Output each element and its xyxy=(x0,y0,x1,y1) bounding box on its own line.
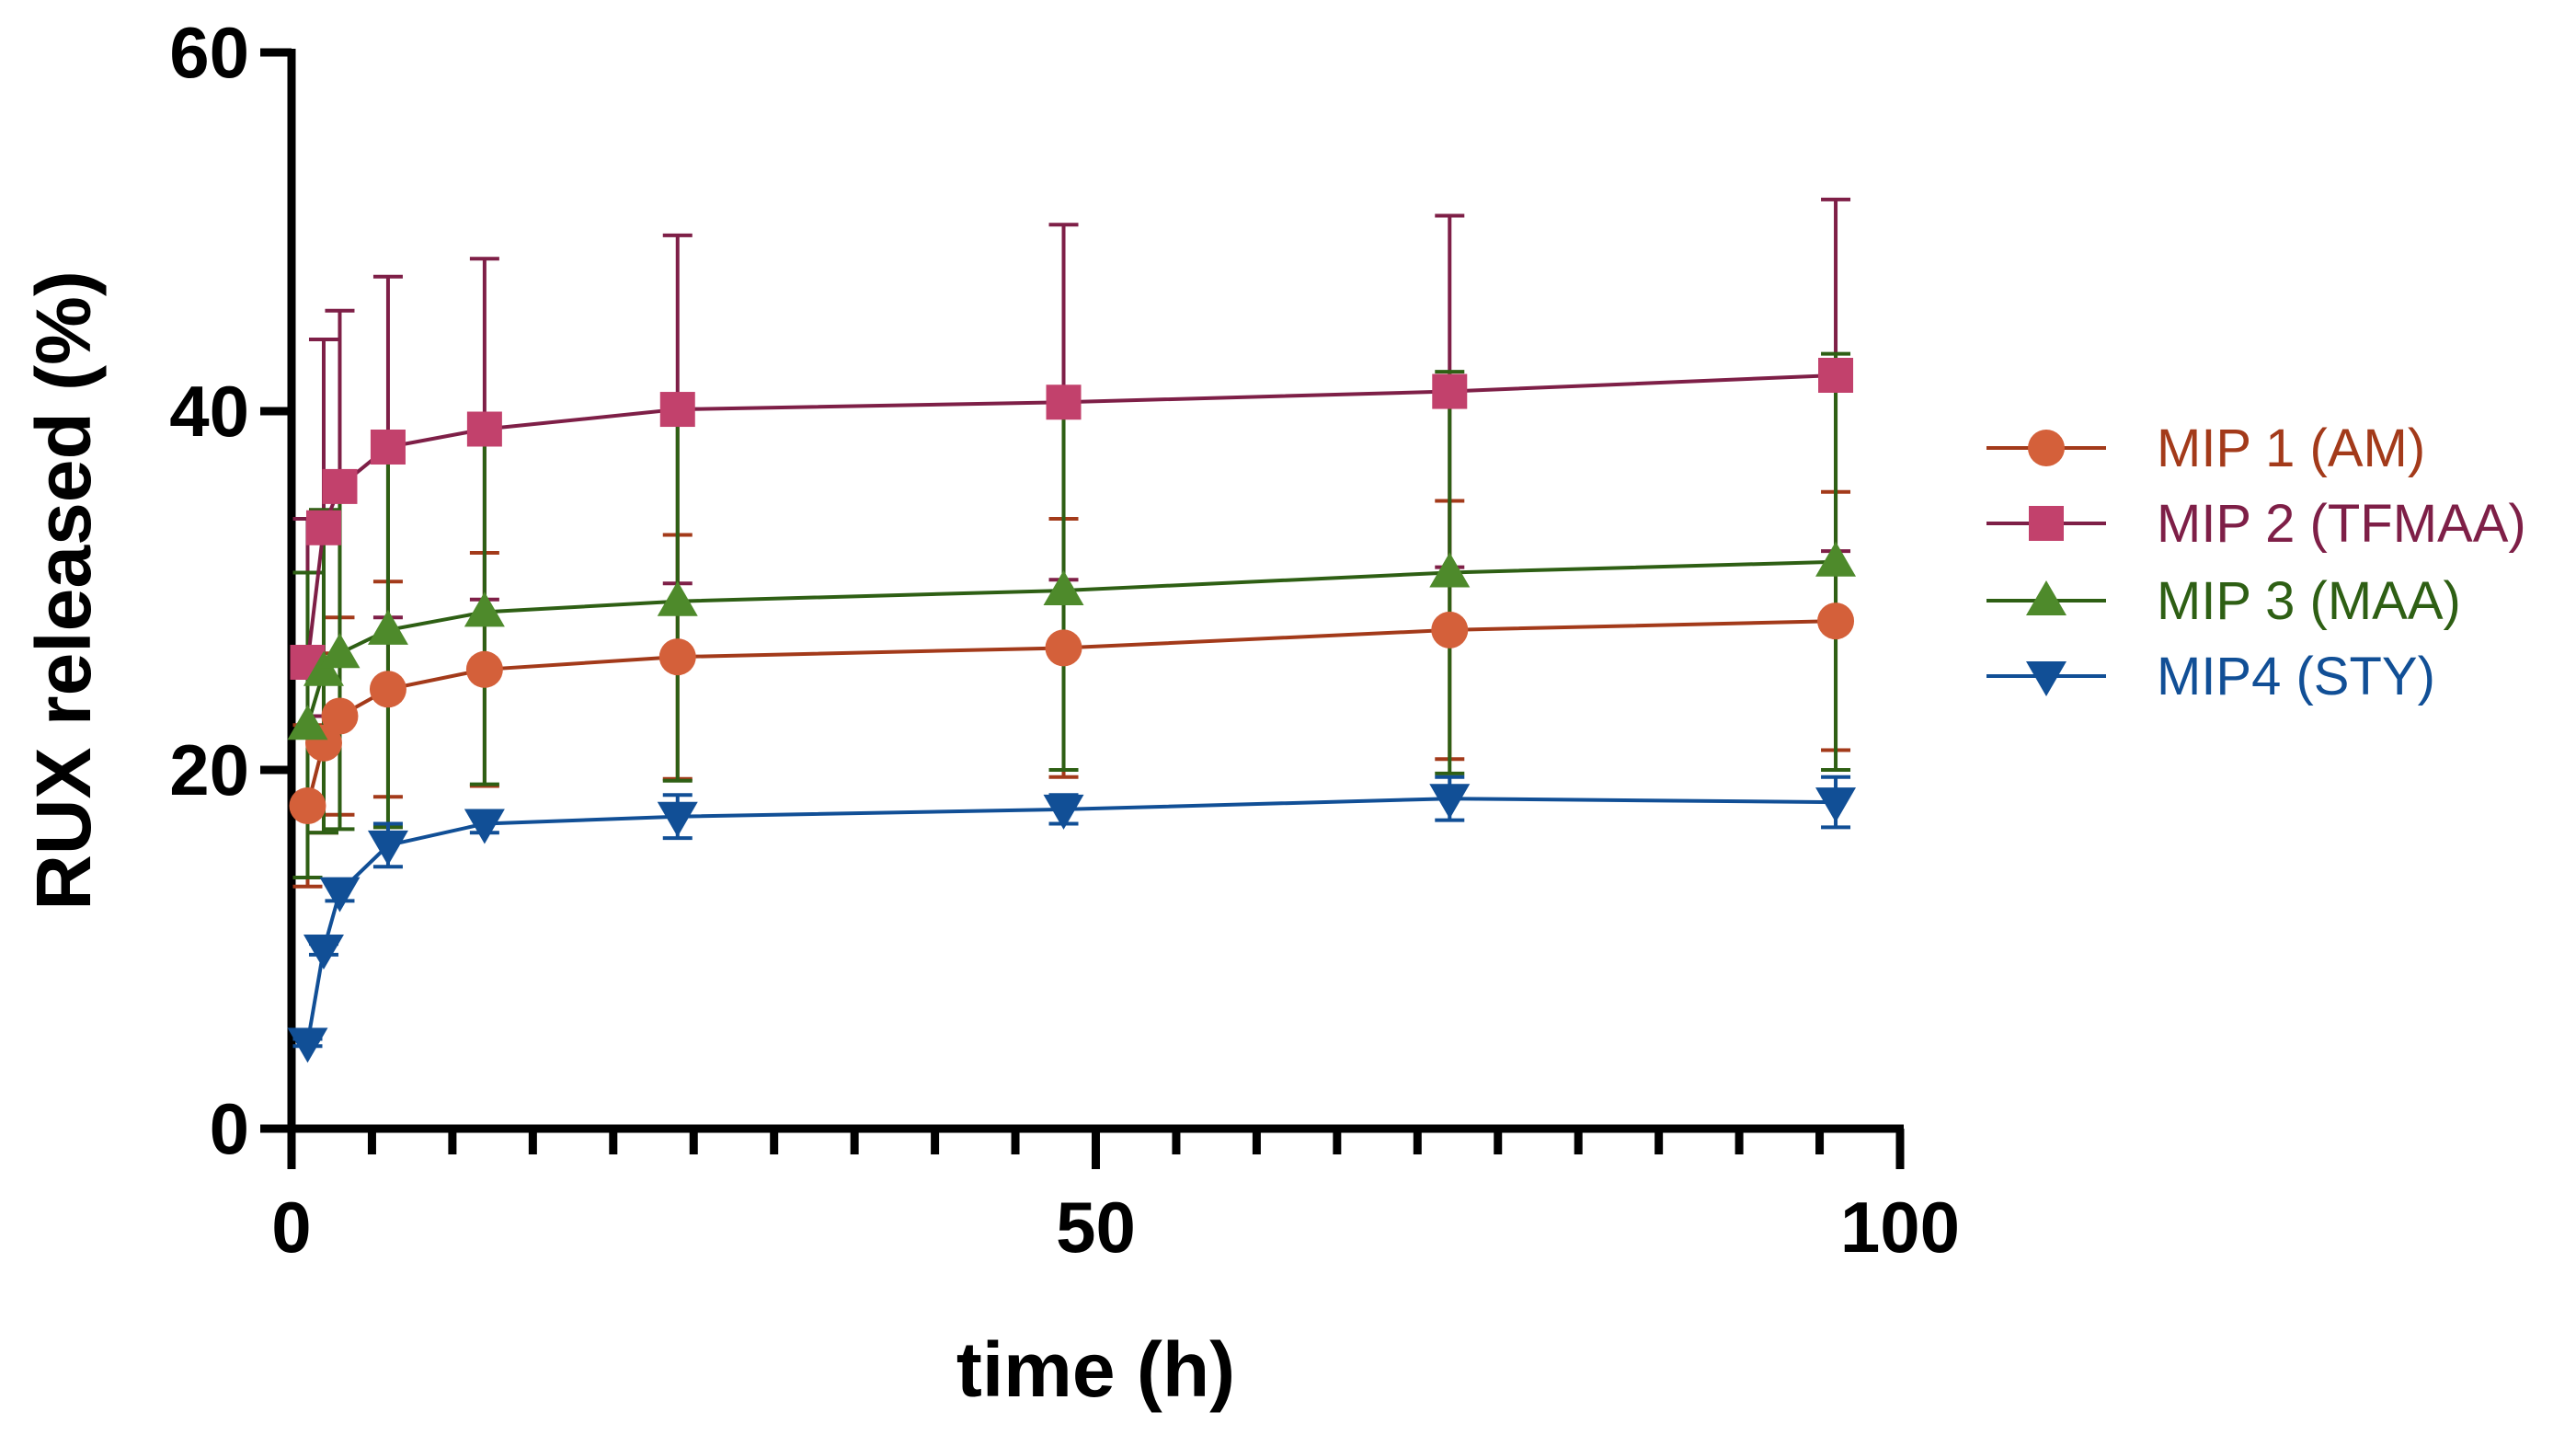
legend-marker xyxy=(2029,506,2064,541)
data-point xyxy=(1815,787,1857,823)
series-errorbars xyxy=(292,489,1851,889)
series-markers xyxy=(289,602,1855,824)
legend-item: MIP 1 (AM) xyxy=(1986,419,2425,478)
series-line xyxy=(305,797,1837,1043)
data-point xyxy=(319,877,361,912)
data-point xyxy=(1432,373,1468,409)
x-ticks: 0 50 100 xyxy=(271,1129,1960,1268)
legend-item: MIP4 (STY) xyxy=(1986,647,2435,706)
data-point xyxy=(658,638,696,676)
data-point xyxy=(657,801,698,837)
series-markers xyxy=(287,541,1857,740)
data-point xyxy=(464,809,505,844)
series-errorbars xyxy=(292,197,1851,808)
data-point xyxy=(321,697,359,735)
legend-label: MIP 2 (TFMAA) xyxy=(2157,494,2526,554)
data-point xyxy=(464,591,505,627)
data-point xyxy=(370,430,406,465)
series-markers xyxy=(287,784,1857,1063)
legend: MIP 1 (AM) MIP 2 (TFMAA) MIP 3 (MAA) MIP4 (… xyxy=(1986,419,2526,706)
data-point xyxy=(369,671,406,708)
y-ticks: 0 20 40 60 xyxy=(169,12,292,1169)
data-point xyxy=(303,935,344,970)
data-point xyxy=(1043,794,1084,830)
data-point xyxy=(1043,570,1084,605)
series-layer xyxy=(287,197,1857,1063)
data-point xyxy=(289,787,326,824)
data-point xyxy=(287,705,328,740)
data-point xyxy=(322,468,358,504)
data-point xyxy=(1815,541,1857,577)
y-tick-label: 20 xyxy=(169,729,249,810)
data-point xyxy=(657,580,698,616)
data-point xyxy=(1429,552,1471,588)
data-point xyxy=(1431,611,1469,648)
data-point xyxy=(1817,602,1855,640)
x-axis-title: time (h) xyxy=(956,1326,1235,1413)
data-point xyxy=(1429,784,1471,820)
axes: 0 20 40 60 0 50 100 xyxy=(169,12,1960,1268)
legend-marker xyxy=(2026,661,2067,696)
y-axis-title: RUX released (%) xyxy=(20,270,107,911)
data-point xyxy=(303,650,344,686)
data-point xyxy=(1046,384,1082,420)
legend-marker xyxy=(2026,580,2067,615)
x-tick-label: 50 xyxy=(1056,1187,1136,1268)
data-point xyxy=(466,411,502,447)
y-tick-label: 0 xyxy=(210,1088,249,1169)
y-tick-label: 60 xyxy=(169,12,249,93)
series-errorbars xyxy=(292,775,1851,1049)
data-point xyxy=(367,830,408,866)
legend-marker xyxy=(2028,430,2065,466)
data-point xyxy=(319,633,361,669)
x-tick-label: 100 xyxy=(1840,1187,1960,1268)
data-point xyxy=(1818,358,1854,393)
data-point xyxy=(465,650,503,688)
data-point xyxy=(287,1027,328,1063)
legend-item: MIP 2 (TFMAA) xyxy=(1986,494,2526,554)
data-point xyxy=(305,510,341,545)
data-point xyxy=(1045,629,1082,667)
legend-label: MIP 3 (MAA) xyxy=(2157,571,2461,631)
data-point xyxy=(367,609,408,645)
legend-label: MIP 1 (AM) xyxy=(2157,419,2425,478)
legend-item: MIP 3 (MAA) xyxy=(1986,571,2461,631)
legend-label: MIP4 (STY) xyxy=(2157,647,2435,706)
x-tick-label: 0 xyxy=(271,1187,311,1268)
y-tick-label: 40 xyxy=(169,371,249,452)
data-point xyxy=(659,392,695,428)
